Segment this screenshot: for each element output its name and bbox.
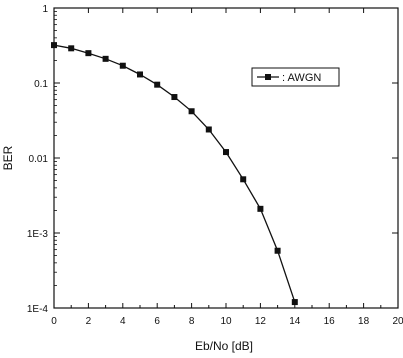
x-tick-label: 18	[358, 316, 370, 327]
data-point	[223, 149, 229, 156]
x-tick-label: 10	[220, 316, 232, 327]
data-point	[102, 55, 109, 62]
data-point	[154, 81, 161, 88]
y-tick-label: 1E-3	[27, 229, 49, 240]
y-tick-label: 1E-4	[27, 304, 49, 315]
data-point	[85, 50, 92, 57]
data-point	[68, 45, 75, 52]
y-tick-label: 1	[42, 4, 48, 15]
x-tick-label: 16	[324, 316, 336, 327]
x-tick-label: 14	[289, 316, 301, 327]
x-axis-label: Eb/No [dB]	[195, 339, 253, 353]
x-tick-label: 2	[86, 316, 92, 327]
x-tick-label: 12	[255, 316, 267, 327]
data-point	[274, 247, 281, 254]
plot-frame	[53, 7, 399, 309]
x-tick-label: 4	[120, 316, 126, 327]
data-point	[171, 94, 178, 101]
data-point	[240, 176, 247, 183]
legend-marker-swatch	[265, 74, 271, 80]
data-point	[257, 205, 264, 212]
x-tick-label: 0	[51, 316, 57, 327]
data-point	[205, 126, 212, 133]
data-point	[51, 42, 57, 49]
legend-label: : AWGN	[282, 72, 321, 84]
x-tick-label: 20	[392, 316, 403, 327]
legend-box	[251, 67, 340, 87]
y-tick-label: 0.01	[29, 154, 49, 165]
y-tick-label: 0.1	[34, 79, 48, 90]
data-point	[119, 62, 126, 69]
data-point	[291, 299, 298, 306]
y-axis-label: BER	[1, 145, 15, 170]
data-point	[137, 71, 143, 78]
x-tick-label: 8	[189, 316, 195, 327]
data-point	[188, 108, 195, 115]
x-tick-label: 6	[154, 316, 160, 327]
